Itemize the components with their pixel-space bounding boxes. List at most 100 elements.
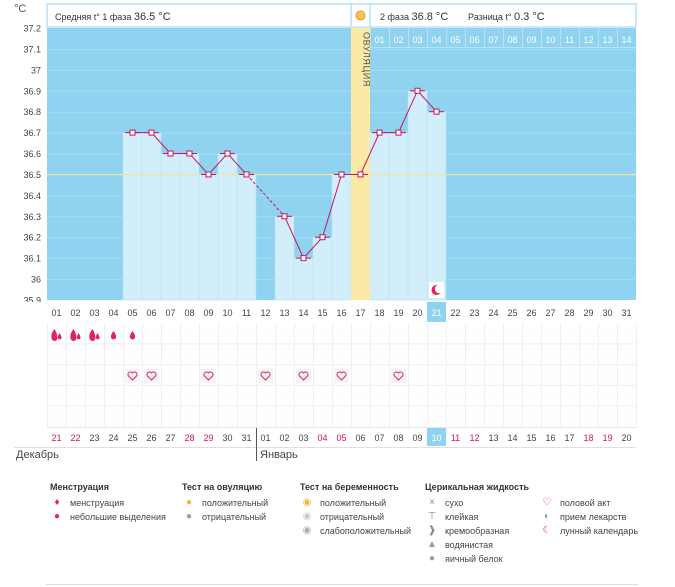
date-6: 27 — [165, 433, 175, 443]
phase2-day-10: 10 — [545, 35, 555, 45]
drop-small-icon: ● — [53, 511, 61, 522]
bar-day-11 — [236, 174, 257, 301]
cycle-day-12: 12 — [260, 308, 270, 318]
heart-icon — [298, 371, 309, 381]
heart-cell — [258, 369, 273, 383]
cycle-day-18: 18 — [374, 308, 384, 318]
date-23: 13 — [488, 433, 498, 443]
heart-icon — [127, 371, 138, 381]
date-19: 09 — [412, 433, 422, 443]
cycle-day-31: 31 — [621, 308, 631, 318]
heart-cell — [334, 369, 349, 383]
cycle-day-13: 13 — [279, 308, 289, 318]
date-13: 03 — [298, 433, 308, 443]
phase2-box — [369, 3, 637, 28]
legend-group-title: Тест на беременность — [300, 482, 399, 492]
series-segment — [227, 153, 247, 175]
legend-item: ● отрицательный — [182, 510, 268, 524]
cycle-day-17: 17 — [355, 308, 365, 318]
phase2-day-08: 08 — [507, 35, 517, 45]
cycle-day-04: 04 — [108, 308, 118, 318]
ytick-36.2: 36.2 — [23, 233, 41, 243]
legend-item-label: яичный белок — [445, 554, 503, 564]
phase2-day-09: 09 — [526, 35, 536, 45]
ytick-36.9: 36.9 — [23, 86, 41, 96]
series-segment — [246, 174, 285, 217]
heart-icon — [336, 371, 347, 381]
bar-day-08 — [179, 153, 200, 301]
legend-item: ◉ слабоположительный — [300, 524, 411, 538]
date-30: 20 — [621, 433, 631, 443]
cycle-day-23: 23 — [469, 308, 479, 318]
ovulation-test-positive-icon — [355, 10, 366, 21]
cycle-day-08: 08 — [184, 308, 194, 318]
drop-small-icon — [110, 331, 117, 340]
cycle-day-14: 14 — [298, 308, 308, 318]
cycle-day-19: 19 — [393, 308, 403, 318]
point-day-20 — [414, 87, 421, 94]
date-21: 11 — [451, 433, 460, 443]
series-segment — [398, 90, 418, 133]
phase2-day-13: 13 — [602, 35, 612, 45]
date-4: 25 — [127, 433, 137, 443]
point-day-09 — [205, 171, 212, 178]
date-29: 19 — [602, 433, 612, 443]
date-11: 01 — [260, 433, 270, 443]
date-3: 24 — [108, 433, 118, 443]
bar-day-13 — [274, 216, 295, 301]
dates-background — [47, 428, 636, 446]
bar-day-06 — [141, 132, 162, 301]
ytick-36.6: 36.6 — [23, 149, 41, 159]
ovulation-label: ОВУЛЯЦИЯ — [362, 32, 372, 87]
legend-item-label: отрицательный — [320, 512, 385, 522]
dry-icon: × — [429, 497, 435, 508]
preg-positive-icon: ◉ — [302, 497, 312, 508]
legend-item: ♦ менструация — [50, 496, 166, 510]
series-segment — [208, 153, 228, 175]
date-7: 28 — [184, 433, 194, 443]
bar-day-21 — [426, 111, 447, 301]
series-segment — [417, 90, 437, 113]
point-day-16 — [338, 171, 345, 178]
ytick-36.8: 36.8 — [23, 107, 41, 117]
legend-item: × сухо — [425, 496, 529, 510]
date-18: 08 — [393, 433, 403, 443]
point-day-06 — [148, 129, 155, 136]
phase2-day-12: 12 — [583, 35, 593, 45]
date-27: 17 — [564, 433, 574, 443]
eggwhite-icon: ● — [428, 553, 436, 564]
legend-item: ● яичный белок — [425, 552, 529, 566]
point-day-08 — [186, 150, 193, 157]
point-day-05 — [129, 129, 136, 136]
bar-day-16 — [331, 174, 352, 301]
date-16: 06 — [355, 433, 365, 443]
bar-day-20 — [407, 90, 428, 301]
ytick-35.9: 35.9 — [23, 296, 41, 306]
today-date-highlight — [427, 428, 446, 446]
month-right: Январь — [260, 449, 298, 461]
legend-item-label: положительный — [202, 498, 269, 508]
phase2-day-07: 07 — [488, 35, 498, 45]
legend-item-label: менструация — [70, 498, 125, 508]
legend-item-label: лунный календарь — [560, 526, 639, 536]
legend-item-label: положительный — [320, 498, 387, 508]
point-day-07 — [167, 150, 174, 157]
legend-group-title: Менструация — [50, 482, 109, 492]
moon-icon-cut — [434, 284, 444, 294]
ytick-36.3: 36.3 — [23, 212, 41, 222]
drop-big-icon-small — [95, 333, 100, 340]
point-day-19 — [395, 129, 402, 136]
series-segment — [151, 132, 171, 154]
date-1: 22 — [70, 433, 80, 443]
drop-big-icon — [70, 329, 77, 341]
day-axis-background — [7, 302, 636, 322]
legend-item-label: слабоположительный — [320, 526, 412, 536]
heart-cell — [125, 369, 140, 383]
legend-item: ▲ водянистая — [425, 538, 529, 552]
legend-group-title: Церикальная жидкость — [425, 482, 530, 492]
heart-cell — [296, 369, 311, 383]
cycle-day-22: 22 — [450, 308, 460, 318]
test-negative-icon: ● — [185, 511, 193, 522]
bar-day-05 — [122, 132, 143, 301]
cycle-day-28: 28 — [564, 308, 574, 318]
